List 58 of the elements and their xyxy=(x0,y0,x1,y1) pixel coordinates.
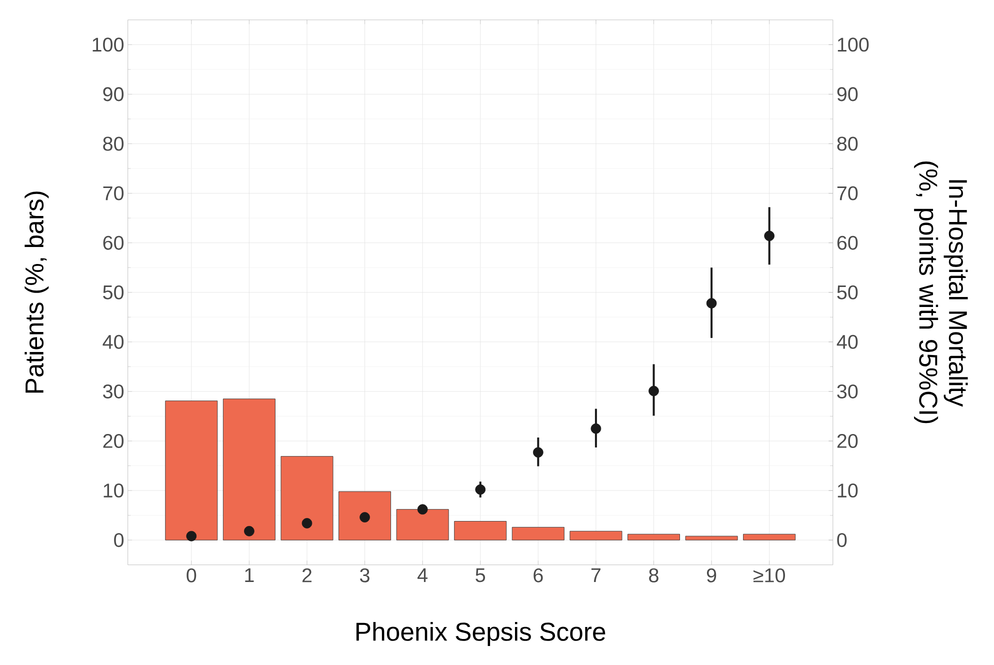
bar xyxy=(280,456,334,540)
point xyxy=(417,504,428,514)
x-tick-label: 9 xyxy=(706,568,716,582)
point xyxy=(590,423,602,434)
x-tick-label: 2 xyxy=(302,568,312,582)
y-tick-label: 20 xyxy=(103,434,124,448)
x-tick-label: 8 xyxy=(649,568,658,582)
point xyxy=(360,512,370,522)
y-tick-label: 70 xyxy=(103,186,124,200)
x-tick-label: 7 xyxy=(591,568,600,582)
y2-axis-title: In-Hospital Mortality (%, points with 95%CI) xyxy=(914,161,968,423)
y-tick-label: 80 xyxy=(103,136,124,151)
y-tick-label: 100 xyxy=(92,38,124,52)
x-axis-title: Phoenix Sepsis Score xyxy=(356,622,606,646)
bar xyxy=(743,534,796,540)
y2-tick-label: 40 xyxy=(836,334,858,349)
bar xyxy=(627,534,680,540)
y-tick-label: 50 xyxy=(103,285,124,300)
y2-tick-label: 20 xyxy=(837,434,858,448)
bar xyxy=(396,508,449,540)
y2-tick-label: 70 xyxy=(837,186,858,200)
x-tick-label: ≥10 xyxy=(753,568,786,582)
y2-tick-label: 80 xyxy=(837,136,858,151)
point xyxy=(532,447,544,458)
point xyxy=(475,484,486,495)
point xyxy=(302,518,312,528)
y-tick-label: 40 xyxy=(102,334,124,349)
x-tick-label: 3 xyxy=(360,568,370,582)
y-tick-label: 30 xyxy=(103,384,124,398)
y2-tick-label: 50 xyxy=(837,285,858,300)
y-tick-label: 0 xyxy=(114,532,124,547)
bar xyxy=(512,526,564,540)
bar xyxy=(338,491,392,540)
point xyxy=(764,230,774,241)
y2-tick-label: 60 xyxy=(837,236,858,250)
bar xyxy=(222,398,276,540)
bar xyxy=(570,530,622,540)
bar xyxy=(454,520,507,540)
y2-tick-label: 10 xyxy=(838,483,858,498)
x-tick-label: 1 xyxy=(245,568,254,582)
y2-tick-label: 30 xyxy=(837,384,858,398)
y2-tick-label: 90 xyxy=(837,87,858,102)
y-tick-label: 60 xyxy=(103,236,124,250)
bar xyxy=(165,400,218,540)
x-tick-label: 5 xyxy=(476,568,486,582)
point xyxy=(244,526,254,536)
x-tick-label: 6 xyxy=(534,568,543,582)
y2-tick-label: 100 xyxy=(838,38,869,52)
y-tick-label: 10 xyxy=(104,483,124,498)
y-tick-label: 90 xyxy=(103,87,124,102)
x-tick-label: 4 xyxy=(418,568,428,582)
point xyxy=(706,298,717,308)
point xyxy=(648,386,659,396)
x-tick-label: 0 xyxy=(186,568,196,582)
y2-tick-label: 0 xyxy=(837,532,847,547)
bar xyxy=(685,536,738,540)
y-axis-title: Patients (%, bars) xyxy=(24,192,49,392)
point xyxy=(186,530,197,542)
